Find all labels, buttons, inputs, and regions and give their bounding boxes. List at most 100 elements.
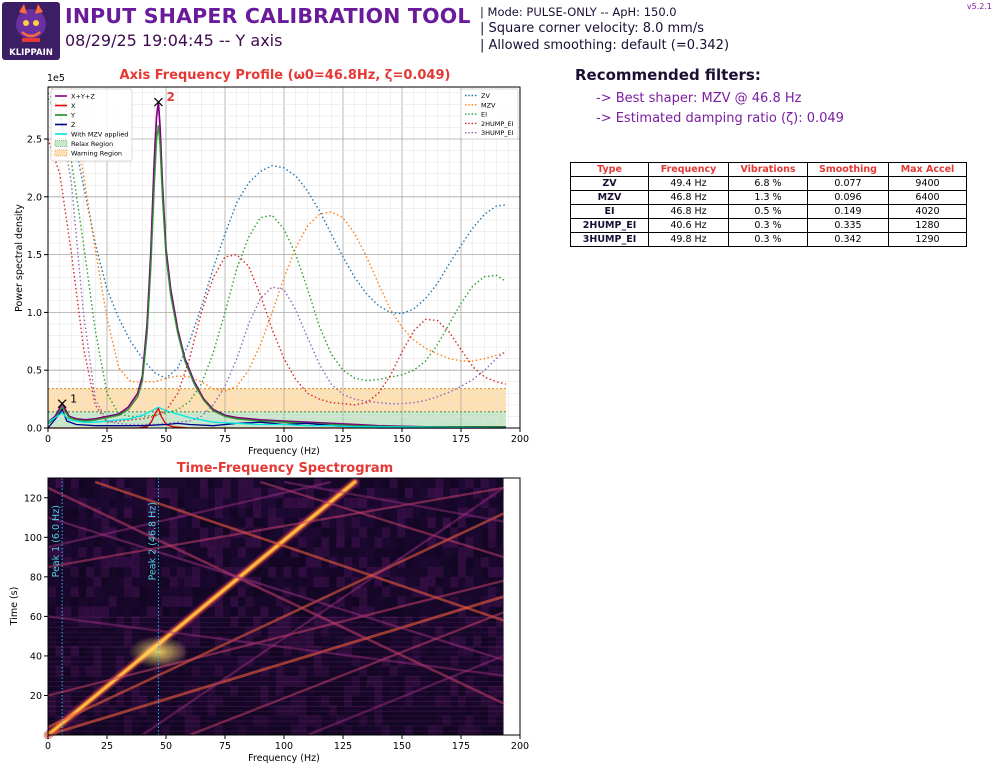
noise-cell	[344, 487, 353, 499]
noise-cell	[298, 527, 307, 538]
noise-cell	[108, 725, 117, 736]
noise-cell	[298, 665, 307, 677]
noise-cell	[93, 537, 102, 548]
noise-cell	[389, 507, 398, 518]
noise-cell	[215, 537, 223, 548]
noise-cell	[199, 537, 208, 548]
noise-cell	[131, 487, 140, 499]
noise-cell	[169, 487, 178, 499]
noise-cell	[306, 675, 315, 686]
noise-cell	[131, 685, 140, 696]
noise-cell	[473, 695, 482, 706]
noise-cell	[435, 478, 444, 489]
cell-vibrations: 1.3 %	[728, 190, 808, 205]
noise-cell	[86, 715, 94, 726]
noise-cell	[253, 695, 261, 706]
noise-cell	[344, 596, 353, 607]
noise-cell	[290, 675, 299, 686]
noise-cell	[123, 527, 132, 538]
noise-cell	[374, 517, 383, 528]
noise-cell	[359, 725, 368, 736]
noise-cell	[192, 527, 201, 538]
noise-cell	[78, 655, 87, 667]
noise-cell	[442, 517, 451, 528]
noise-cell	[442, 567, 451, 578]
noise-cell	[161, 606, 170, 617]
noise-cell	[161, 567, 170, 578]
noise-cell	[442, 478, 451, 489]
noise-cell	[495, 557, 504, 568]
noise-cell	[207, 576, 216, 588]
noise-cell	[306, 616, 315, 627]
noise-cell	[450, 547, 459, 558]
noise-cell	[245, 636, 254, 647]
noise-cell	[199, 685, 208, 696]
noise-cell	[382, 487, 390, 499]
noise-cell	[268, 478, 277, 489]
cell-smoothing: 0.335	[807, 218, 889, 233]
noise-cell	[313, 586, 322, 597]
noise-cell	[78, 507, 87, 518]
noise-cell	[321, 478, 330, 489]
noise-cell	[465, 547, 474, 558]
noise-cell	[321, 586, 330, 597]
cell-vibrations: 0.3 %	[728, 218, 808, 233]
y-tick-label: 20	[30, 691, 42, 702]
noise-cell	[86, 665, 94, 677]
noise-cell	[328, 537, 337, 548]
noise-cell	[146, 675, 155, 686]
noise-cell	[93, 616, 102, 627]
noise-cell	[108, 655, 117, 667]
noise-cell	[283, 507, 292, 518]
shaper-line-2hump_ei	[47, 138, 506, 423]
noise-cell	[366, 527, 375, 538]
noise-cell	[283, 675, 292, 686]
series-line-x	[48, 406, 506, 429]
noise-cell	[146, 616, 155, 627]
noise-cell	[161, 557, 170, 568]
ridge-line	[47, 516, 504, 661]
noise-cell	[184, 527, 193, 538]
noise-cell	[108, 576, 117, 588]
noise-cell	[184, 626, 193, 637]
noise-cell	[290, 665, 299, 677]
noise-cell	[283, 725, 292, 736]
noise-cell	[237, 636, 246, 647]
noise-cell	[86, 705, 94, 716]
noise-cell	[389, 655, 398, 667]
noise-cell	[306, 497, 315, 509]
noise-cell	[480, 537, 489, 548]
noise-cell	[374, 478, 383, 489]
noise-cell	[275, 616, 284, 627]
y-tick-label: 0.0	[27, 424, 42, 435]
noise-cell	[63, 478, 72, 489]
noise-cell	[199, 478, 208, 489]
noise-cell	[473, 517, 482, 528]
noise-cell	[344, 557, 353, 568]
noise-cell	[480, 567, 489, 578]
noise-cell	[420, 636, 428, 647]
noise-cell	[48, 616, 56, 627]
legend-swatch	[54, 140, 68, 147]
noise-cell	[457, 646, 466, 657]
page-title: INPUT SHAPER CALIBRATION TOOL	[65, 4, 471, 28]
damping-ratio-line: -> Estimated damping ratio (ζ): 0.049	[596, 111, 844, 126]
legend-entry: X	[71, 102, 76, 110]
noise-cell	[382, 596, 390, 607]
noise-cell	[366, 606, 375, 617]
noise-cell	[230, 497, 239, 509]
noise-cell	[222, 527, 231, 538]
noise-cell	[450, 527, 459, 538]
noise-cell	[336, 527, 345, 538]
noise-cell	[48, 665, 56, 677]
noise-cell	[131, 705, 140, 716]
noise-cell	[70, 547, 79, 558]
noise-cell	[321, 626, 330, 637]
noise-cell	[382, 497, 390, 509]
noise-cell	[86, 725, 94, 736]
cell-type: ZV	[570, 176, 649, 191]
noise-cell	[123, 616, 132, 627]
noise-cell	[177, 675, 186, 686]
noise-cell	[154, 626, 163, 637]
noise-cell	[161, 626, 170, 637]
